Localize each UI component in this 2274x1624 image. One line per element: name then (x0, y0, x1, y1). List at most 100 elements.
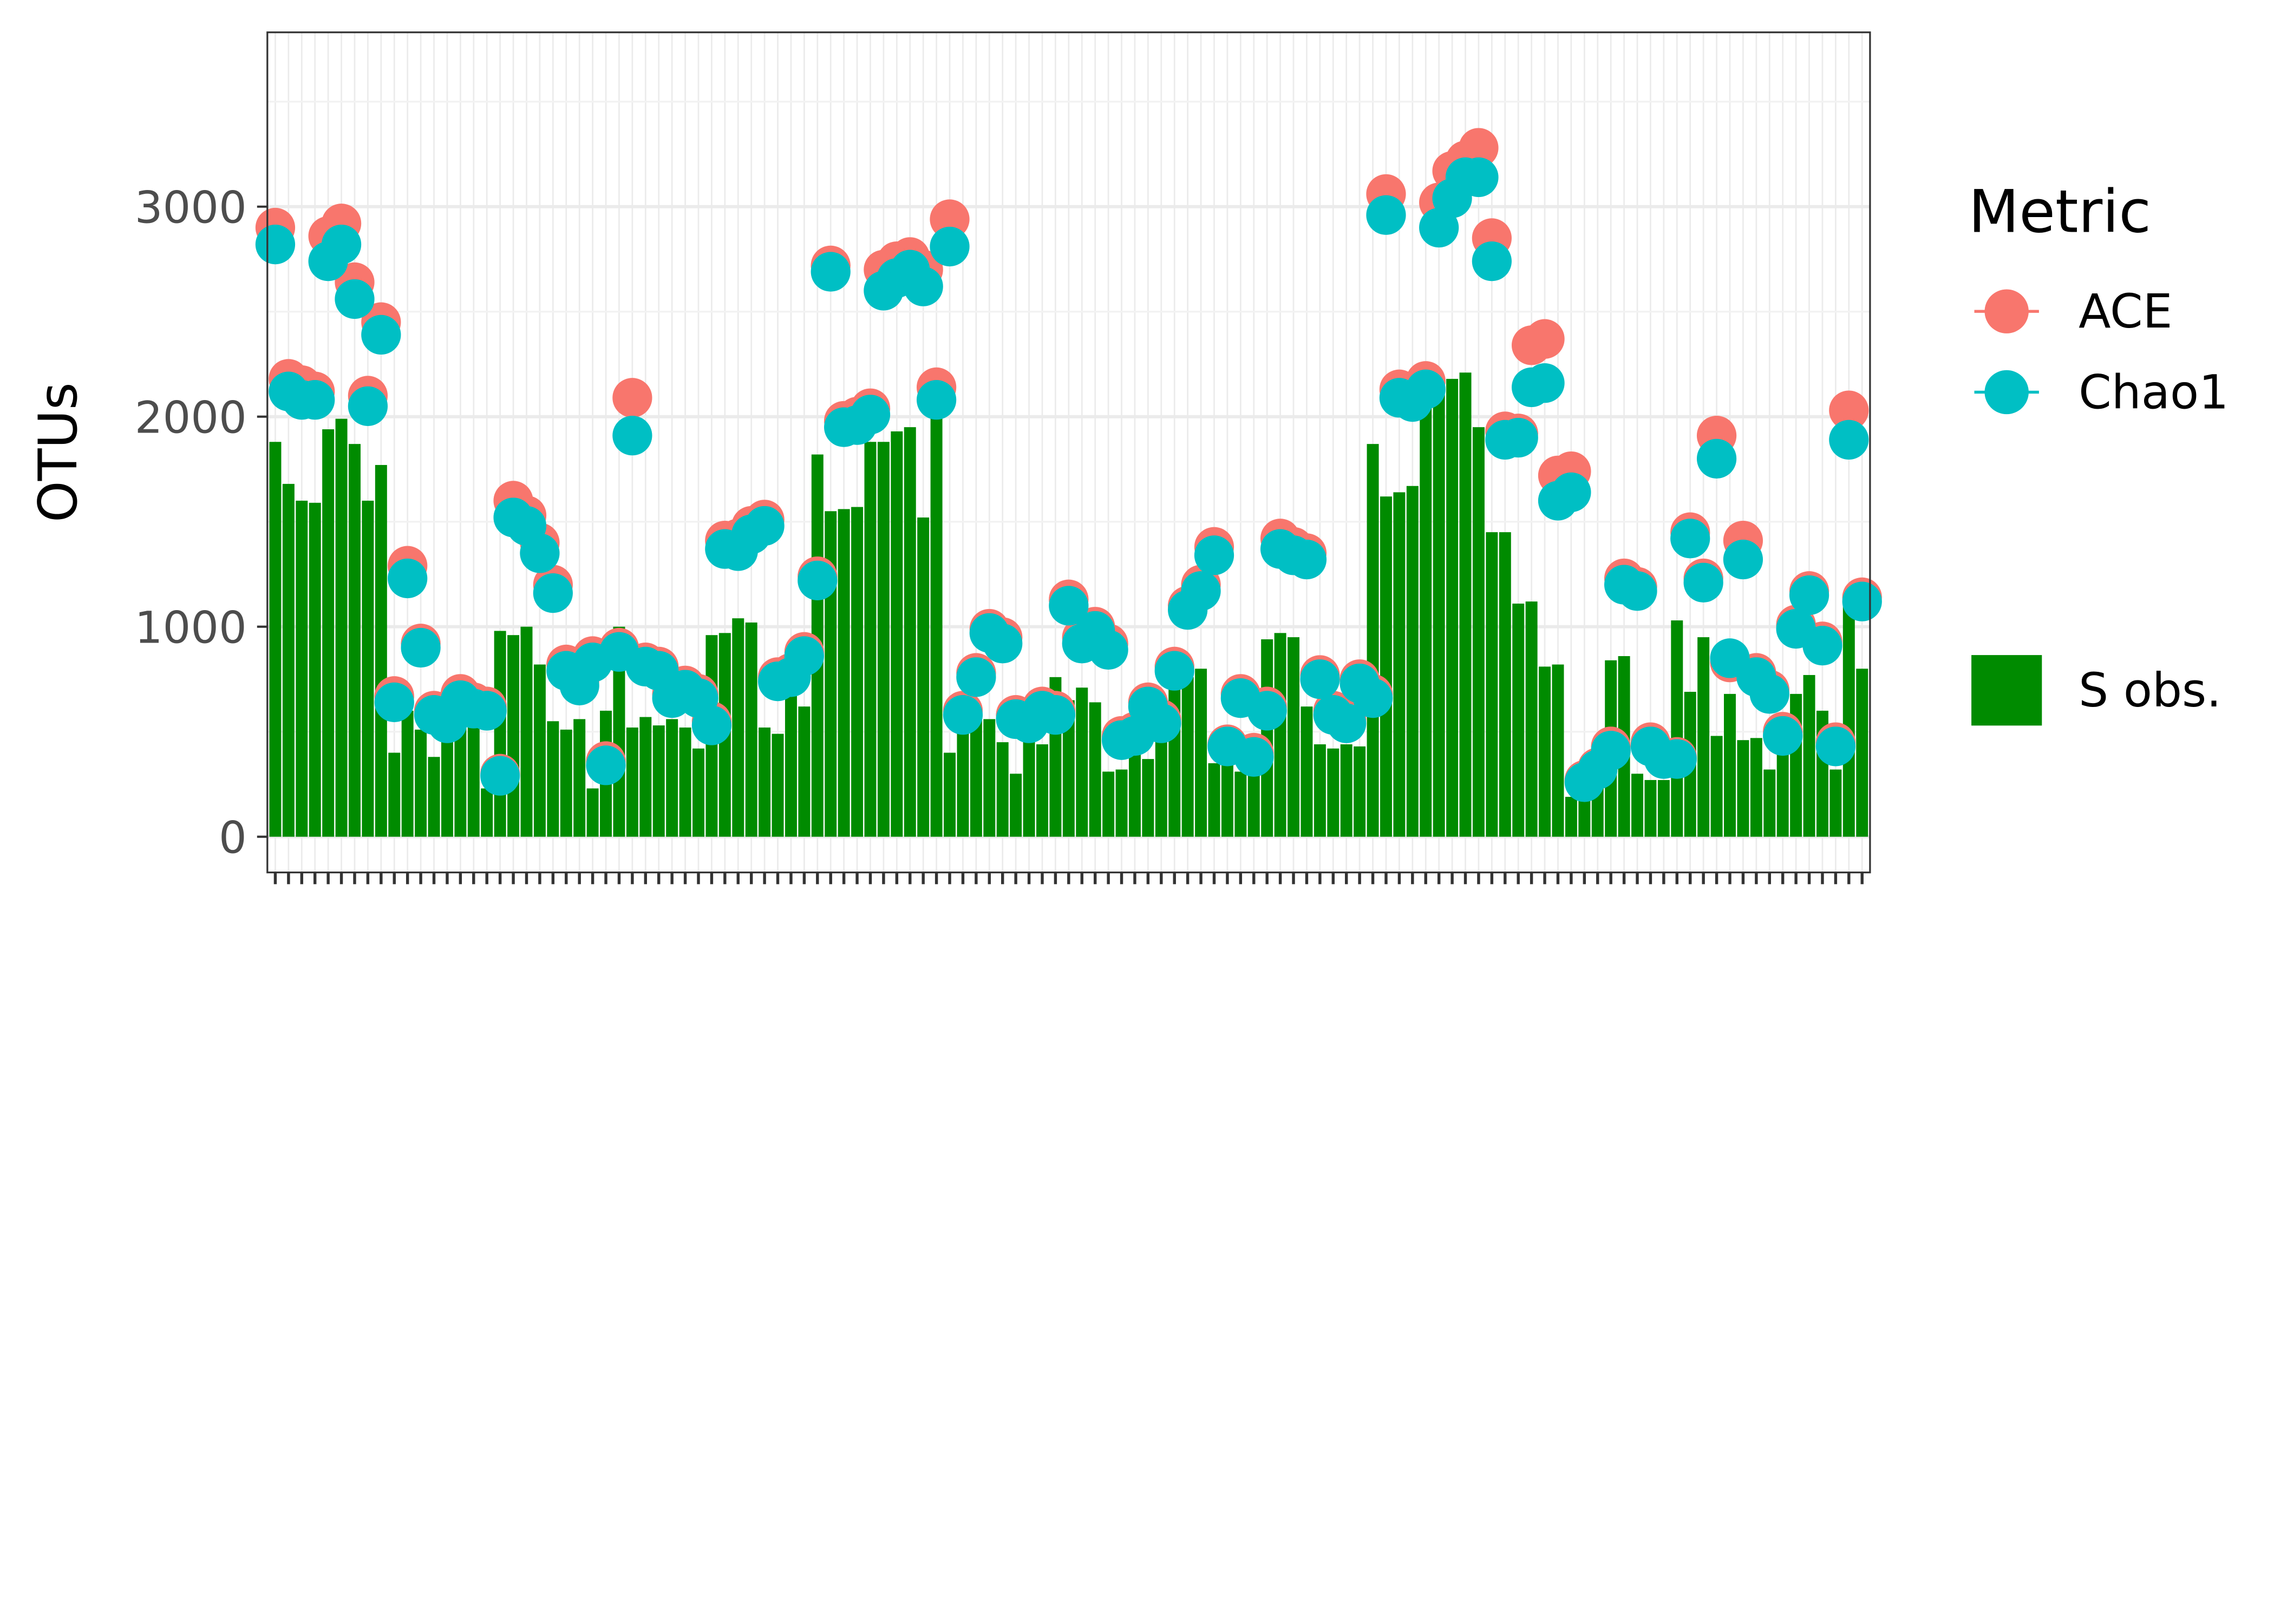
bar (481, 788, 493, 837)
point (1234, 737, 1274, 777)
bar (1102, 771, 1115, 837)
point (1829, 390, 1869, 430)
bar (1499, 532, 1511, 837)
point (1352, 678, 1393, 718)
bar (1274, 633, 1286, 837)
point (1154, 651, 1194, 691)
bar (467, 727, 480, 837)
bar (1710, 736, 1723, 837)
bar (1446, 378, 1459, 837)
bar (1657, 780, 1670, 837)
bar (560, 729, 572, 837)
point (784, 636, 825, 676)
bar (626, 727, 638, 837)
point (388, 558, 428, 599)
point (1049, 586, 1089, 626)
bar (309, 502, 321, 837)
bar (1076, 687, 1088, 837)
point (744, 506, 785, 546)
bar (1089, 702, 1101, 837)
bar (1036, 744, 1048, 837)
bar (1856, 669, 1868, 837)
point (1802, 625, 1842, 666)
bar (904, 427, 916, 837)
point (295, 380, 335, 420)
bar (494, 631, 506, 837)
bar (1023, 738, 1035, 837)
bar (1459, 372, 1472, 837)
bar (586, 788, 599, 837)
bar (1631, 774, 1644, 837)
bar (362, 500, 374, 837)
point (255, 224, 296, 265)
bar (533, 664, 546, 837)
bar (1525, 601, 1538, 837)
legend-key (1984, 289, 2029, 333)
bar (415, 729, 427, 837)
y-axis-label: OTUs (28, 382, 89, 522)
bar (1288, 637, 1300, 837)
bar (428, 757, 440, 837)
bar (1539, 666, 1551, 837)
bar (269, 442, 282, 837)
point (930, 199, 970, 239)
bar (1512, 604, 1525, 837)
bar (1208, 763, 1220, 837)
point (467, 691, 507, 731)
bar (1552, 664, 1564, 837)
bar (1142, 759, 1154, 837)
point (1696, 438, 1737, 479)
point (1551, 472, 1591, 513)
bar (1010, 774, 1022, 837)
point (520, 533, 560, 573)
point (1789, 575, 1829, 615)
bar (1724, 693, 1736, 837)
bar (1128, 752, 1141, 837)
y-tick-label: 0 (219, 813, 247, 864)
bar (759, 727, 771, 837)
point (1829, 420, 1869, 460)
point (1194, 535, 1234, 575)
point (374, 682, 414, 723)
bar (679, 727, 691, 837)
bar (1367, 444, 1379, 837)
point (1617, 571, 1657, 611)
bar (732, 618, 744, 837)
point (348, 386, 388, 426)
bar (1155, 717, 1167, 837)
point (798, 560, 838, 600)
point (943, 695, 983, 735)
bar (1842, 593, 1855, 837)
bar (838, 509, 850, 837)
point (1723, 539, 1763, 580)
point (1525, 363, 1565, 403)
bar (296, 500, 308, 837)
bar (1062, 700, 1075, 837)
point (983, 624, 1023, 664)
bar (1327, 748, 1339, 837)
point (1300, 659, 1340, 699)
bar (1829, 769, 1842, 837)
legend: ACE Chao1 S obs. (1971, 284, 2229, 726)
bar (454, 723, 467, 837)
point (1472, 241, 1512, 281)
point (1591, 730, 1631, 771)
bar (692, 748, 704, 837)
bar (957, 731, 969, 837)
bar (1803, 675, 1815, 837)
bar (652, 725, 665, 837)
point (533, 573, 573, 613)
point (480, 756, 520, 796)
bar (335, 418, 348, 837)
bar (573, 719, 586, 837)
point (1327, 703, 1367, 743)
point (1763, 716, 1803, 756)
bar (1697, 637, 1710, 837)
point (1749, 674, 1789, 714)
bar (639, 717, 652, 837)
point (956, 657, 996, 697)
point (850, 395, 891, 435)
bar (322, 429, 335, 837)
point (1247, 691, 1287, 731)
